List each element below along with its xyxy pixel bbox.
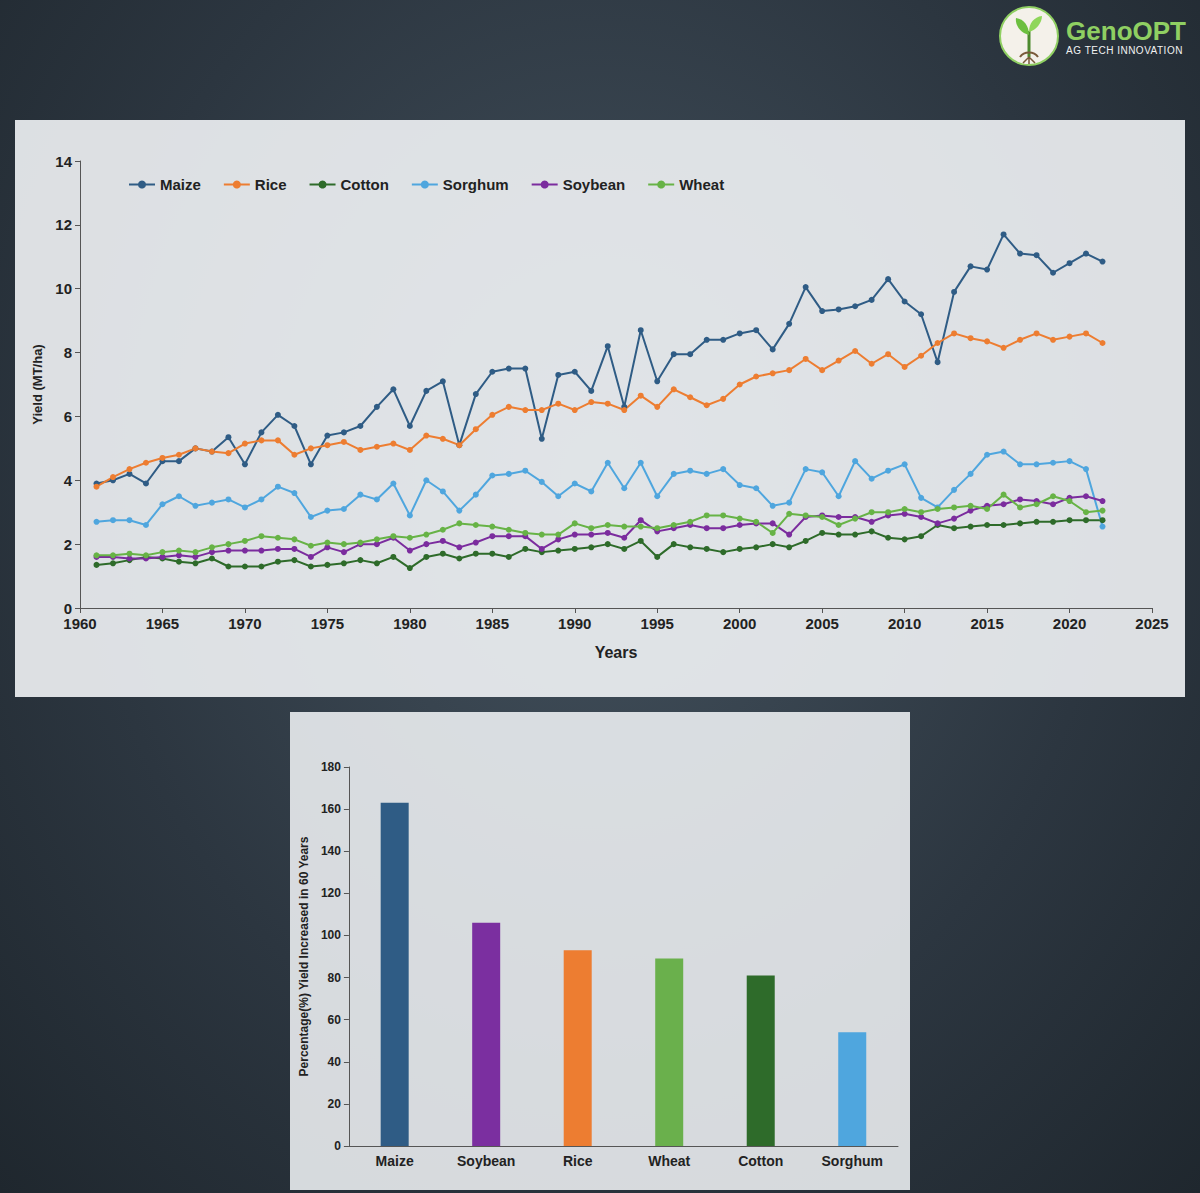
svg-text:2: 2 [64,536,72,553]
svg-text:Sorghum: Sorghum [822,1153,883,1169]
svg-text:1965: 1965 [146,615,179,632]
svg-text:Percentage(%) Yield Increased: Percentage(%) Yield Increased in 60 Year… [297,836,311,1076]
svg-text:Years: Years [595,644,638,661]
svg-text:120: 120 [321,886,341,900]
svg-text:20: 20 [328,1097,342,1111]
svg-text:Soybean: Soybean [457,1153,515,1169]
svg-text:2025: 2025 [1135,615,1168,632]
svg-text:80: 80 [328,971,342,985]
svg-text:Rice: Rice [563,1153,593,1169]
svg-text:Cotton: Cotton [341,176,389,193]
svg-text:2000: 2000 [723,615,756,632]
svg-text:180: 180 [321,760,341,774]
svg-text:4: 4 [64,472,73,489]
svg-text:140: 140 [321,844,341,858]
svg-text:Wheat: Wheat [679,176,724,193]
svg-text:12: 12 [55,216,72,233]
svg-text:10: 10 [55,280,72,297]
svg-text:1975: 1975 [311,615,344,632]
svg-text:8: 8 [64,344,72,361]
svg-text:1985: 1985 [476,615,509,632]
svg-text:Maize: Maize [376,1153,414,1169]
svg-text:2005: 2005 [805,615,838,632]
svg-text:40: 40 [328,1055,342,1069]
svg-text:Wheat: Wheat [648,1153,690,1169]
svg-text:1995: 1995 [641,615,674,632]
svg-text:Sorghum: Sorghum [443,176,509,193]
svg-text:0: 0 [64,600,72,617]
svg-text:1980: 1980 [393,615,426,632]
svg-text:60: 60 [328,1013,342,1027]
svg-text:Soybean: Soybean [563,176,626,193]
svg-text:Cotton: Cotton [738,1153,783,1169]
svg-text:14: 14 [55,153,72,170]
svg-text:0: 0 [334,1139,341,1153]
svg-text:100: 100 [321,928,341,942]
svg-text:2020: 2020 [1053,615,1086,632]
svg-text:Maize: Maize [160,176,201,193]
html-text:AG TECH INNOVATION: AG TECH INNOVATION [1066,44,1183,56]
svg-text:Yield (MT/ha): Yield (MT/ha) [30,344,45,424]
svg-text:6: 6 [64,408,72,425]
svg-text:2015: 2015 [970,615,1003,632]
svg-text:2010: 2010 [888,615,921,632]
svg-text:Rice: Rice [255,176,287,193]
svg-text:1990: 1990 [558,615,591,632]
svg-text:1970: 1970 [228,615,261,632]
html-text:GenoOPT: GenoOPT [1066,15,1186,46]
svg-text:1960: 1960 [63,615,96,632]
svg-text:160: 160 [321,802,341,816]
